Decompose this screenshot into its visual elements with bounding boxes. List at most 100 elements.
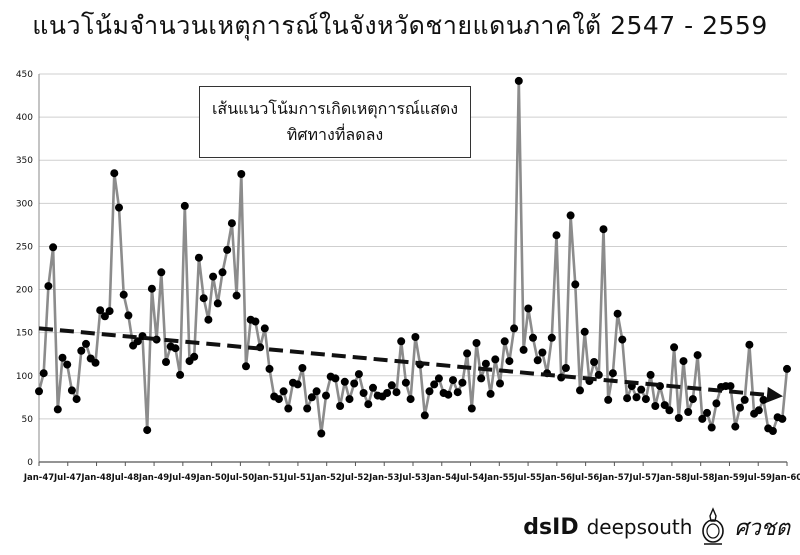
x-tick-label: Jan-52 [311, 473, 342, 483]
data-point [401, 378, 410, 387]
data-point [759, 395, 768, 404]
data-point [72, 395, 81, 404]
data-point [566, 211, 575, 220]
y-tick-label: 200 [16, 286, 33, 296]
data-point [397, 337, 406, 346]
data-point [237, 170, 246, 178]
data-point [35, 387, 43, 396]
y-tick-label: 150 [16, 329, 33, 339]
data-point [199, 294, 208, 303]
data-point [665, 406, 674, 415]
data-point [359, 389, 368, 397]
data-point [91, 358, 100, 367]
y-tick-label: 100 [16, 372, 33, 382]
data-point [157, 268, 166, 277]
data-point [670, 343, 679, 352]
data-point [227, 219, 236, 228]
data-point [340, 377, 349, 386]
data-point [500, 337, 509, 346]
data-point [82, 339, 90, 348]
data-point [279, 387, 288, 396]
data-point [778, 414, 787, 423]
data-point [688, 395, 697, 404]
data-point [354, 370, 363, 379]
data-point [580, 327, 589, 336]
data-point [322, 391, 330, 400]
data-point [505, 357, 514, 366]
y-axis: 0 50 100 150 200 250 300 350 400 450 [16, 70, 40, 468]
data-point [660, 401, 669, 410]
x-tick-label: Jul-55 [513, 473, 542, 483]
x-axis: Jan-47 Jul-47 Jan-48 Jul-48 Jan-49 Jul-49 Jan-… [23, 461, 800, 483]
data-point [392, 388, 401, 397]
data-point [53, 405, 62, 414]
x-tick-label: Jan-57 [598, 473, 629, 483]
x-tick-label: Jul-48 [111, 473, 140, 483]
y-tick-label: 300 [16, 199, 33, 209]
data-point [594, 370, 603, 379]
data-point [171, 344, 180, 353]
data-point [115, 203, 123, 212]
data-point [434, 374, 443, 383]
data-point [119, 290, 128, 299]
data-point [453, 388, 462, 397]
data-point [411, 333, 420, 341]
data-point [514, 76, 523, 85]
data-point [510, 324, 519, 333]
data-point [693, 351, 702, 360]
data-point [679, 357, 688, 366]
data-point [529, 333, 537, 342]
data-point [260, 324, 269, 333]
data-point [613, 309, 622, 318]
y-tick-label: 350 [16, 156, 33, 166]
data-point [293, 380, 302, 389]
series-line [37, 79, 789, 435]
x-tick-label: Jan-60 [771, 473, 800, 483]
data-point [745, 340, 754, 349]
data-point [641, 395, 650, 404]
x-tick-label: Jan-58 [656, 473, 687, 483]
data-point [218, 268, 227, 277]
data-point [58, 353, 67, 362]
data-point [49, 243, 58, 252]
data-point [298, 364, 307, 372]
data-point [590, 358, 599, 366]
data-point [331, 374, 340, 383]
data-point [637, 385, 646, 394]
data-point [63, 360, 72, 369]
data-point [684, 408, 693, 416]
data-point [383, 389, 392, 397]
data-point [100, 312, 109, 321]
data-point [39, 369, 48, 378]
data-point [336, 402, 345, 410]
x-tick-label: Jan-49 [138, 473, 169, 483]
data-point [284, 404, 293, 413]
x-tick-label: Jul-53 [398, 473, 427, 483]
x-tick-label: Jul-50 [226, 473, 255, 483]
data-point [674, 414, 683, 422]
data-point [387, 381, 396, 390]
x-tick-label: Jan-51 [253, 473, 284, 483]
data-point [576, 386, 584, 395]
data-point [703, 408, 711, 417]
x-tick-label: Jan-55 [483, 473, 514, 483]
x-tick-label: Jul-54 [456, 473, 485, 483]
data-point [463, 349, 472, 358]
data-point [472, 339, 481, 347]
x-tick-label: Jul-59 [743, 473, 772, 483]
data-point [430, 380, 439, 389]
data-point [133, 337, 142, 346]
data-point [180, 201, 189, 210]
data-point [486, 389, 495, 398]
data-point [646, 370, 655, 379]
y-tick-label: 450 [16, 70, 33, 80]
x-tick-label: Jul-52 [341, 473, 370, 483]
x-tick-label: Jan-50 [195, 473, 226, 483]
y-tick-label: 250 [16, 242, 33, 252]
data-point [213, 299, 222, 308]
data-point [731, 422, 740, 431]
data-point [406, 395, 415, 404]
data-point [726, 382, 735, 391]
data-point [364, 400, 373, 409]
